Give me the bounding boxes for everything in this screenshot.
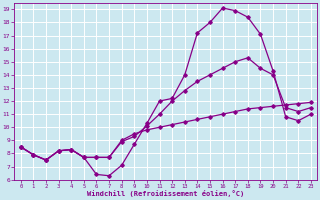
- X-axis label: Windchill (Refroidissement éolien,°C): Windchill (Refroidissement éolien,°C): [87, 190, 244, 197]
